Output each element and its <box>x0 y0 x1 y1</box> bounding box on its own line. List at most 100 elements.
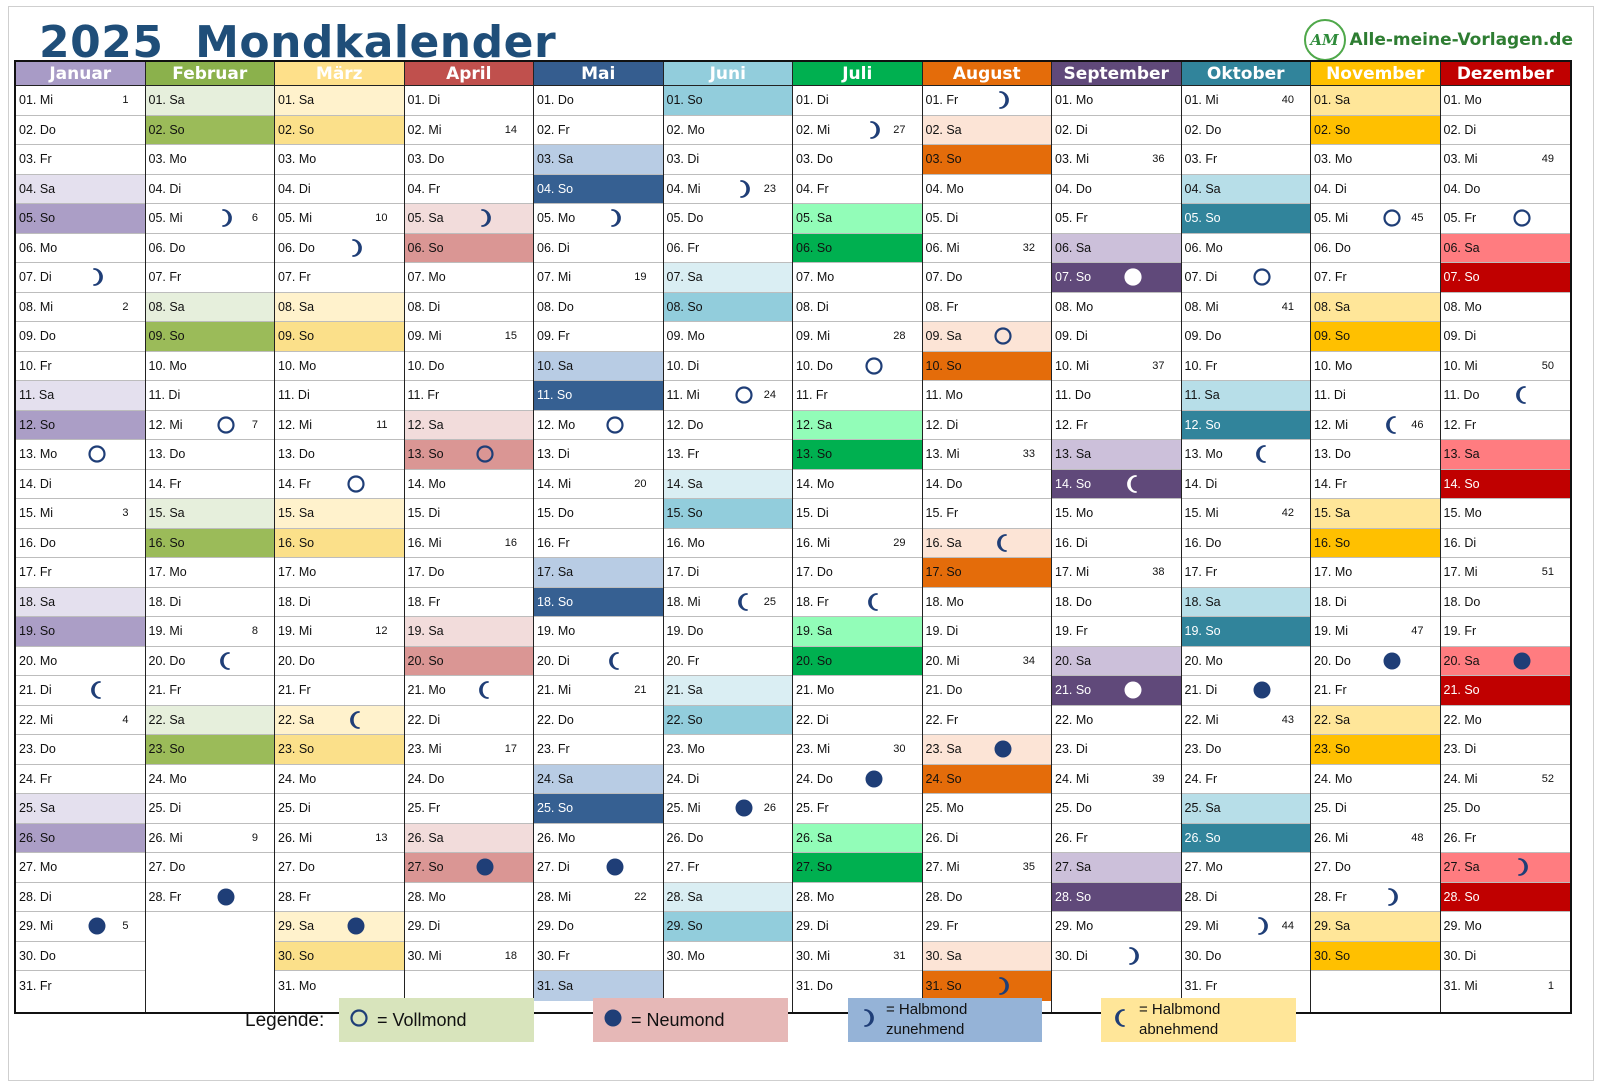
day-cell[interactable]: 27. Mo <box>16 853 145 883</box>
day-cell[interactable]: 08. Mo <box>1440 293 1570 322</box>
day-cell[interactable]: 16. So <box>275 528 404 558</box>
day-cell[interactable]: 22. Fr <box>922 706 1051 735</box>
day-cell[interactable]: 25. Di <box>145 794 274 824</box>
day-cell[interactable]: 30. So <box>1311 941 1440 971</box>
day-cell[interactable]: 11. Sa <box>1181 381 1310 411</box>
day-cell[interactable]: 24. Mi 52 <box>1440 765 1570 794</box>
day-cell[interactable]: 01. So <box>663 86 792 116</box>
day-cell[interactable]: 12. Do <box>663 411 792 440</box>
day-cell[interactable]: 31. Sa <box>534 971 663 1001</box>
day-cell[interactable]: 28. Mi 22 <box>534 883 663 912</box>
day-cell[interactable]: 27. So <box>793 853 922 883</box>
day-cell[interactable]: 11. Di <box>1311 381 1440 411</box>
day-cell[interactable]: 04. Do <box>1052 175 1181 204</box>
day-cell[interactable]: 09. So <box>1311 322 1440 352</box>
day-cell[interactable]: 01. Di <box>404 86 533 116</box>
day-cell[interactable]: 06. Mi 32 <box>922 234 1051 263</box>
day-cell[interactable]: 03. Fr <box>16 145 145 175</box>
day-cell[interactable]: 20. Fr <box>663 647 792 676</box>
day-cell[interactable]: 13. Mi 33 <box>922 440 1051 470</box>
day-cell[interactable]: 06. Do <box>1311 234 1440 263</box>
day-cell[interactable]: 31. Mi 1 <box>1441 971 1571 1001</box>
day-cell[interactable]: 29. So <box>663 912 792 942</box>
day-cell[interactable]: 14. Mo <box>404 470 533 499</box>
day-cell[interactable]: 09. Mo <box>663 322 792 352</box>
day-cell[interactable]: 19. So <box>1181 617 1310 647</box>
day-cell[interactable]: 19. Mi 12 <box>275 617 404 647</box>
day-cell[interactable]: 29. Di <box>404 912 533 942</box>
day-cell[interactable]: 10. Do <box>793 352 922 381</box>
day-cell[interactable]: 05. Mi 10 <box>275 204 404 234</box>
day-cell[interactable]: 24. Di <box>663 765 792 794</box>
day-cell[interactable]: 08. Do <box>534 293 663 322</box>
day-cell[interactable]: 28. So <box>1440 882 1570 912</box>
day-cell[interactable]: 22. Di <box>793 706 922 735</box>
day-cell[interactable]: 07. Sa <box>663 263 792 293</box>
brand-link[interactable]: Alle-meine-Vorlagen.de <box>1349 30 1573 50</box>
day-cell[interactable]: 21. Fr <box>145 676 274 706</box>
day-cell[interactable]: 30. Fr <box>534 942 663 971</box>
day-cell[interactable]: 05. Fr <box>1052 204 1181 234</box>
day-cell[interactable]: 05. Mi 6 <box>145 204 274 234</box>
day-cell[interactable]: 26. Mi 48 <box>1311 824 1440 853</box>
day-cell[interactable]: 06. So <box>404 233 533 263</box>
day-cell[interactable]: 04. Fr <box>793 175 922 204</box>
day-cell[interactable]: 07. Do <box>922 263 1051 293</box>
day-cell[interactable]: 01. Di <box>793 86 922 116</box>
day-cell[interactable]: 29. Fr <box>922 912 1051 942</box>
day-cell[interactable]: 08. Mi 41 <box>1181 293 1310 322</box>
day-cell[interactable]: 30. Sa <box>922 941 1051 971</box>
day-cell[interactable]: 07. Fr <box>275 263 404 293</box>
day-cell[interactable]: 17. Mi 38 <box>1052 558 1181 588</box>
day-cell[interactable]: 16. So <box>145 528 274 558</box>
day-cell[interactable]: 08. Di <box>404 293 533 322</box>
day-cell[interactable]: 12. Fr <box>1052 411 1181 440</box>
day-cell[interactable]: 04. Fr <box>404 175 533 204</box>
day-cell[interactable]: 10. Mo <box>1311 352 1440 381</box>
day-cell[interactable]: 25. Di <box>275 794 404 824</box>
day-cell[interactable]: 28. Do <box>922 883 1051 912</box>
day-cell[interactable]: 11. Sa <box>16 381 145 411</box>
day-cell[interactable]: 27. Do <box>275 853 404 883</box>
day-cell[interactable]: 17. Do <box>793 558 922 588</box>
day-cell[interactable]: 11. Mi 24 <box>663 381 792 411</box>
day-cell[interactable]: 18. Do <box>1052 588 1181 617</box>
day-cell[interactable]: 20. Do <box>1311 647 1440 676</box>
day-cell[interactable]: 22. Sa <box>1311 705 1440 735</box>
day-cell[interactable]: 23. Mo <box>663 735 792 765</box>
day-cell[interactable]: 08. Sa <box>145 292 274 322</box>
day-cell[interactable]: 19. Sa <box>793 617 922 647</box>
day-cell[interactable]: 26. Mi 9 <box>145 824 274 853</box>
day-cell[interactable]: 11. So <box>534 381 663 411</box>
day-cell[interactable]: 03. Fr <box>1181 145 1310 175</box>
day-cell[interactable]: 16. Do <box>16 529 145 558</box>
day-cell[interactable]: 26. Sa <box>793 823 922 853</box>
day-cell[interactable]: 16. Mo <box>663 529 792 558</box>
day-cell[interactable]: 11. Do <box>1440 381 1570 411</box>
day-cell[interactable]: 21. Mo <box>793 676 922 706</box>
day-cell[interactable]: 02. Mi 27 <box>793 116 922 145</box>
day-cell[interactable]: 11. Di <box>275 381 404 411</box>
day-cell[interactable]: 10. Fr <box>1181 352 1310 381</box>
day-cell[interactable]: 15. Sa <box>145 499 274 529</box>
day-cell[interactable]: 14. Fr <box>275 470 404 499</box>
day-cell[interactable]: 12. Mo <box>534 411 663 440</box>
day-cell[interactable]: 02. Do <box>16 116 145 145</box>
day-cell[interactable]: 29. Do <box>534 912 663 942</box>
day-cell[interactable]: 16. Di <box>1440 529 1570 558</box>
day-cell[interactable]: 04. Di <box>275 175 404 204</box>
day-cell[interactable]: 21. Mi 21 <box>534 676 663 706</box>
day-cell[interactable]: 09. Sa <box>922 322 1051 352</box>
day-cell[interactable]: 20. Di <box>534 647 663 676</box>
day-cell[interactable]: 23. So <box>1311 735 1440 765</box>
day-cell[interactable]: 22. Sa <box>145 705 274 735</box>
day-cell[interactable]: 18. Sa <box>1181 587 1310 617</box>
day-cell[interactable]: 22. Mi 4 <box>16 706 145 735</box>
day-cell[interactable]: 24. Sa <box>534 764 663 794</box>
day-cell[interactable]: 02. Do <box>1181 116 1310 145</box>
day-cell[interactable]: 22. So <box>663 705 792 735</box>
day-cell[interactable]: 21. Sa <box>663 676 792 706</box>
day-cell[interactable]: 17. Mo <box>275 558 404 588</box>
day-cell[interactable]: 02. Fr <box>534 116 663 145</box>
day-cell[interactable]: 02. Mo <box>663 116 792 145</box>
